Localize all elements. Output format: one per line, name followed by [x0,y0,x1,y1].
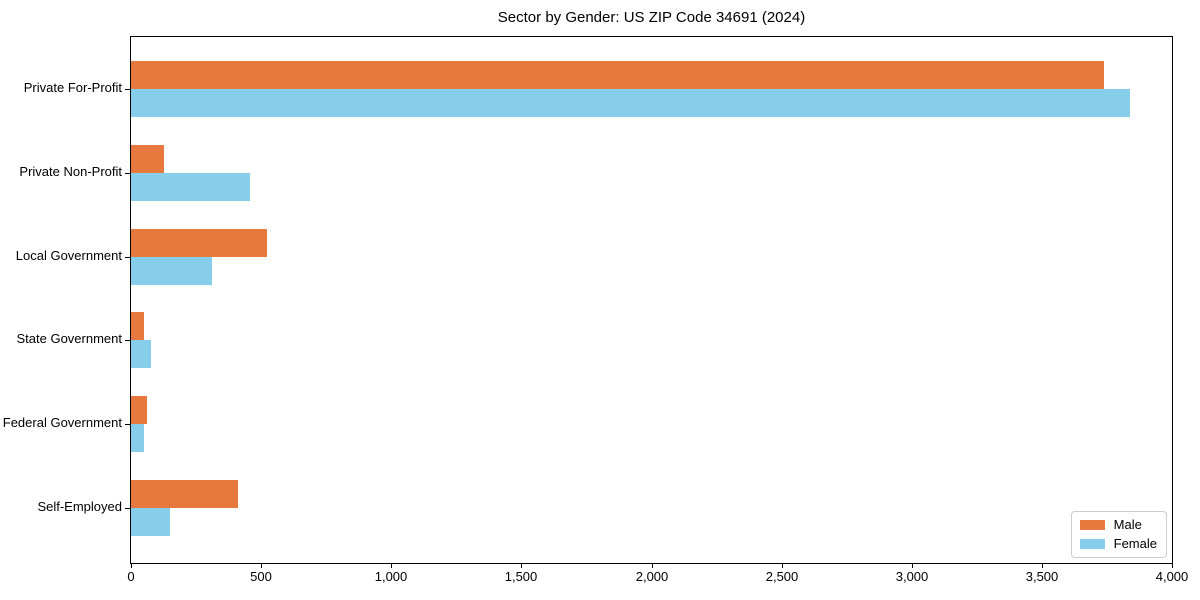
bar-female-federal-government [131,424,144,452]
bar-female-local-government [131,257,212,285]
x-tick-2000 [652,563,653,568]
x-label-0: 0 [127,569,135,584]
bar-male-private-non-profit [131,145,164,173]
y-tick-private-non-profit [125,173,130,174]
x-tick-4000 [1172,563,1173,568]
bar-male-state-government [131,312,144,340]
y-label-state-government: State Government [16,331,123,346]
bar-female-state-government [131,340,151,368]
x-label-3000: 3,000 [895,569,929,584]
legend: Male Female [1070,511,1167,558]
x-tick-1000 [391,563,392,568]
bar-male-self-employed [131,480,238,508]
x-label-4000: 4,000 [1155,569,1189,584]
x-tick-3500 [1042,563,1043,568]
bar-female-private-for-profit [131,89,1130,117]
x-label-500: 500 [250,569,272,584]
x-tick-0 [131,563,132,568]
legend-item-female: Female [1079,536,1157,551]
x-label-2500: 2,500 [765,569,799,584]
y-tick-local-government [125,257,130,258]
legend-swatch-male [1079,520,1105,530]
legend-label-male: Male [1113,517,1142,532]
y-tick-private-for-profit [125,89,130,90]
y-label-private-for-profit: Private For-Profit [23,80,122,95]
x-label-1000: 1,000 [374,569,408,584]
bar-female-self-employed [131,508,170,536]
legend-swatch-female [1079,539,1105,549]
bar-female-private-non-profit [131,173,250,201]
bar-male-local-government [131,229,267,257]
y-label-private-non-profit: Private Non-Profit [19,164,122,179]
x-tick-2500 [782,563,783,568]
bar-male-federal-government [131,396,147,424]
y-tick-federal-government [125,424,130,425]
x-tick-3000 [912,563,913,568]
y-tick-self-employed [125,508,130,509]
y-label-self-employed: Self-Employed [37,499,122,514]
x-label-2000: 2,000 [635,569,669,584]
bar-male-private-for-profit [131,61,1104,89]
chart-title: Sector by Gender: US ZIP Code 34691 (202… [497,9,806,26]
y-label-federal-government: Federal Government [2,415,122,430]
y-tick-state-government [125,340,130,341]
x-label-3500: 3,500 [1025,569,1059,584]
legend-item-male: Male [1079,517,1157,532]
plot-area: Male Female [125,36,1173,568]
x-label-1500: 1,500 [504,569,538,584]
x-tick-500 [261,563,262,568]
y-label-local-government: Local Government [15,248,122,263]
legend-label-female: Female [1113,536,1157,551]
x-tick-1500 [521,563,522,568]
